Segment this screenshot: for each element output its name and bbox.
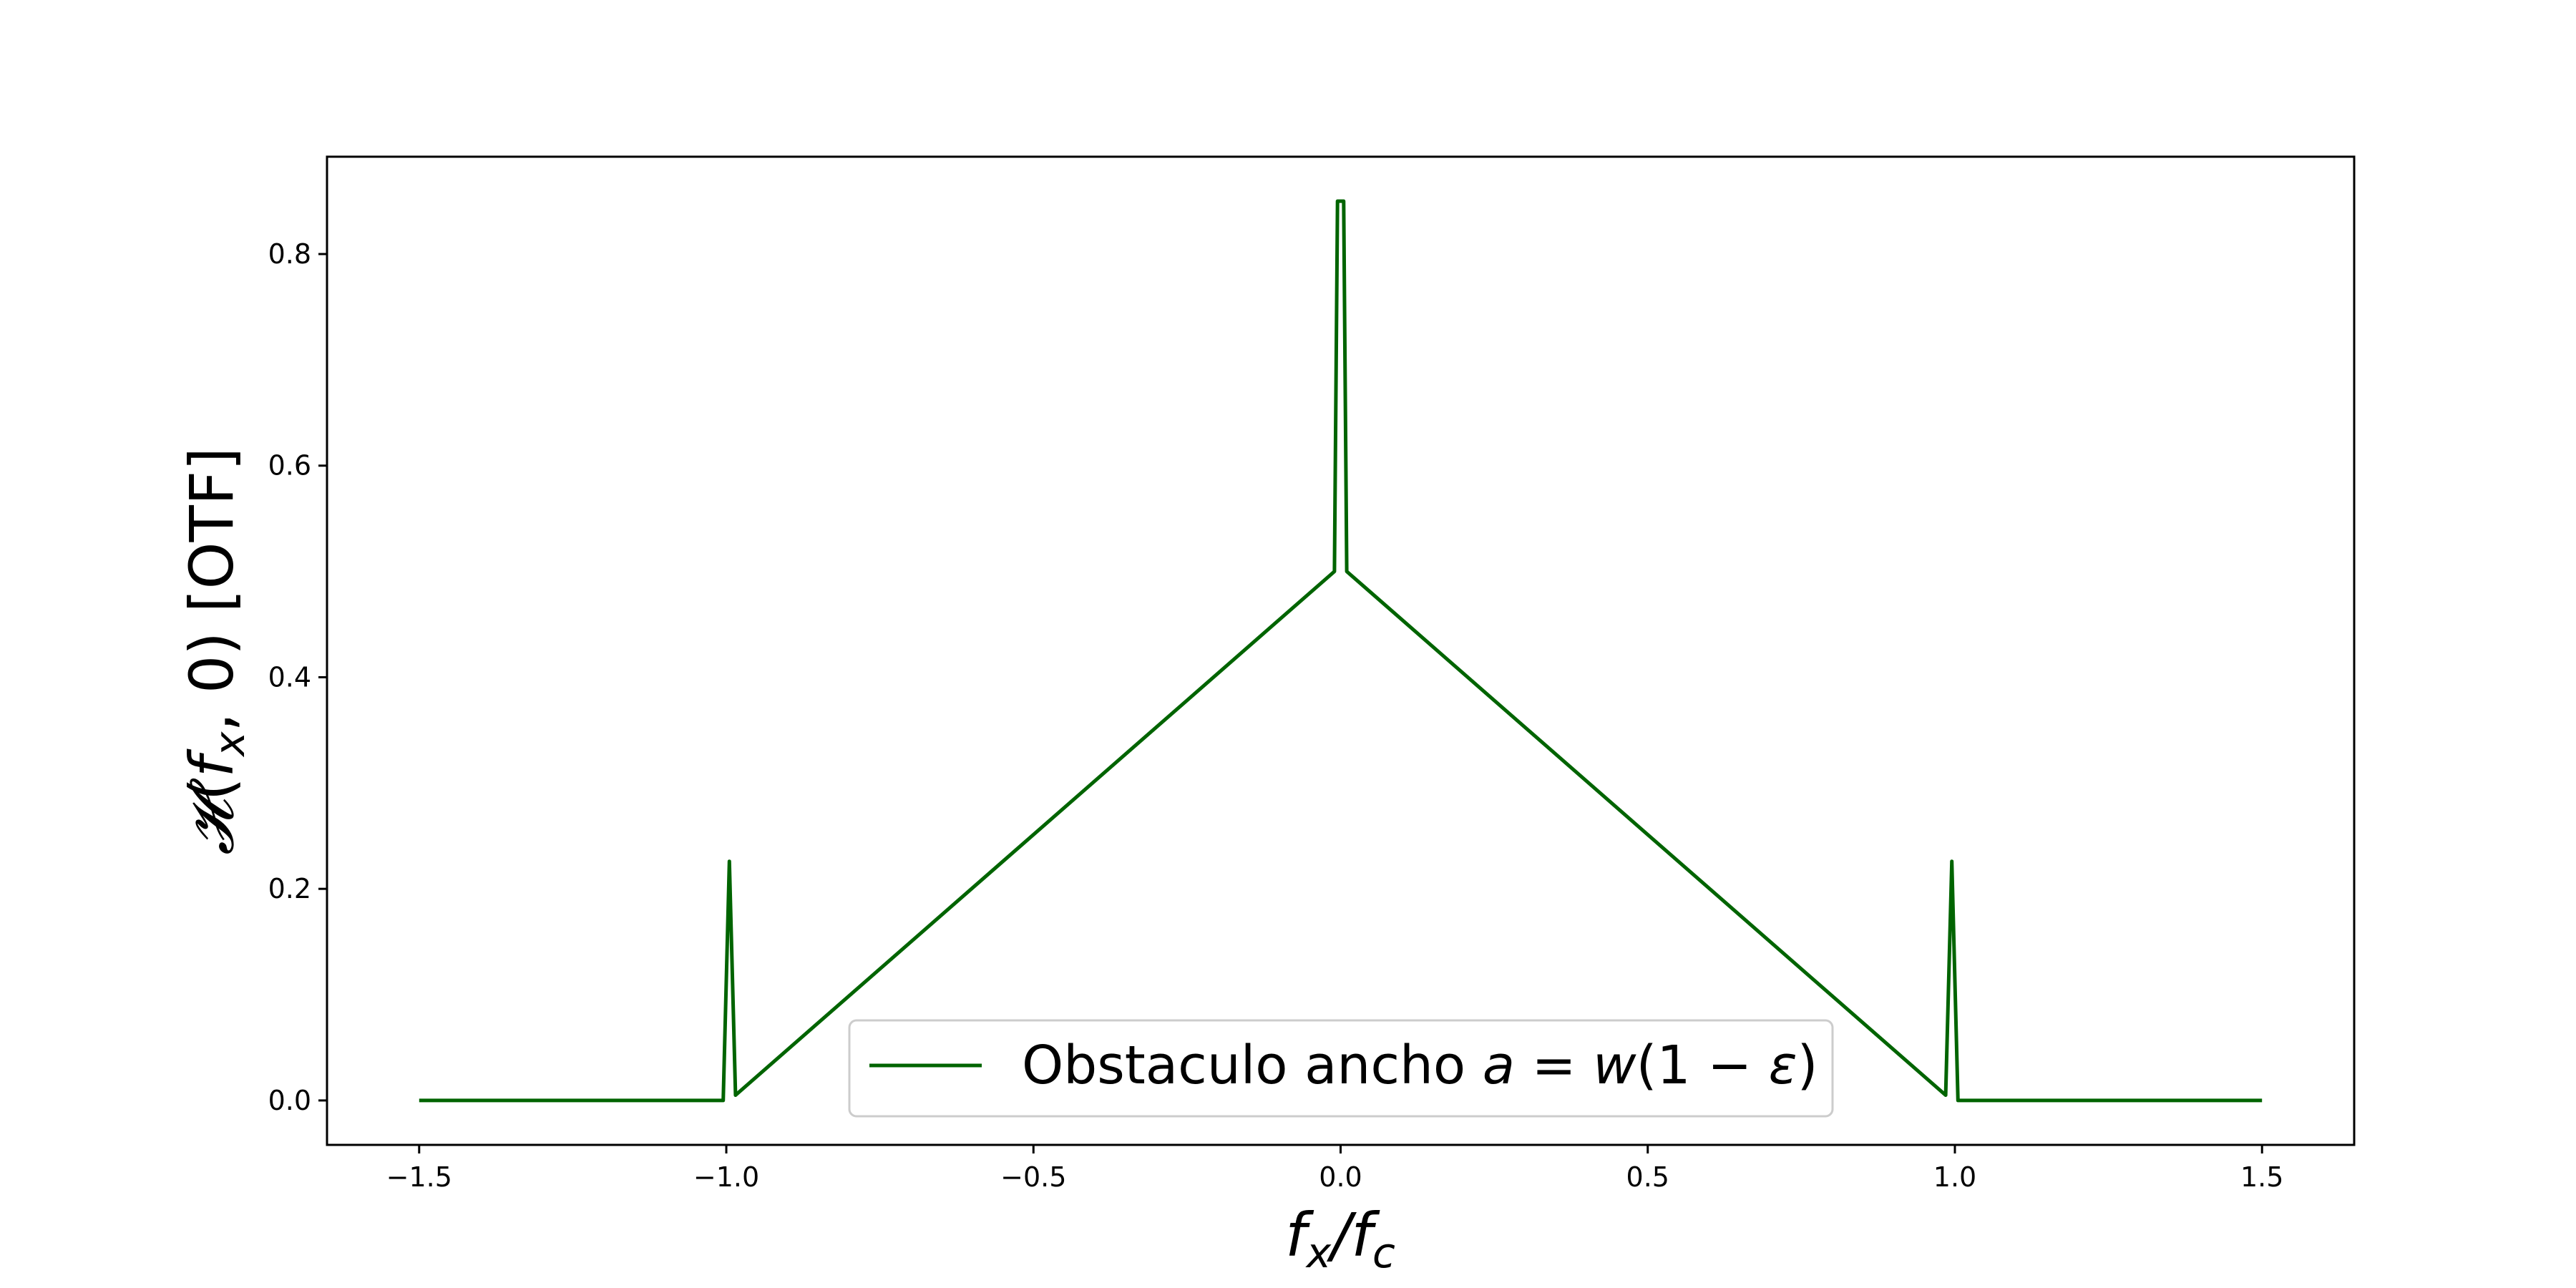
y-tick-label: 0.2 [268, 873, 311, 904]
y-tick-label: 0.0 [268, 1085, 311, 1116]
x-tick-label: 0.5 [1626, 1161, 1669, 1193]
y-tick-label: 0.4 [268, 661, 311, 693]
x-tick-label: 0.0 [1319, 1161, 1362, 1193]
x-tick-label: −0.5 [1000, 1161, 1066, 1193]
x-axis: −1.5 −1.0 −0.5 0.0 0.5 1.0 1.5 [386, 1145, 2283, 1193]
series-line-0 [419, 199, 2263, 1103]
x-tick-label: 1.5 [2240, 1161, 2283, 1193]
y-tick-label: 0.6 [268, 450, 311, 482]
series-lines [419, 199, 2263, 1103]
x-tick-label: −1.5 [386, 1161, 452, 1193]
legend: Obstaculo ancho a = w(1 − ε) [848, 1019, 1834, 1118]
legend-box [848, 1019, 1834, 1118]
y-axis-title: 𝓗(fx, 0) [OTF] [177, 447, 254, 855]
y-tick-label: 0.8 [268, 238, 311, 270]
x-tick-label: 1.0 [1933, 1161, 1976, 1193]
x-tick-label: −1.0 [693, 1161, 759, 1193]
y-axis: 0.0 0.2 0.4 0.6 0.8 [268, 238, 327, 1116]
legend-label: Obstaculo ancho a = w(1 − ε) [1022, 1035, 1818, 1096]
